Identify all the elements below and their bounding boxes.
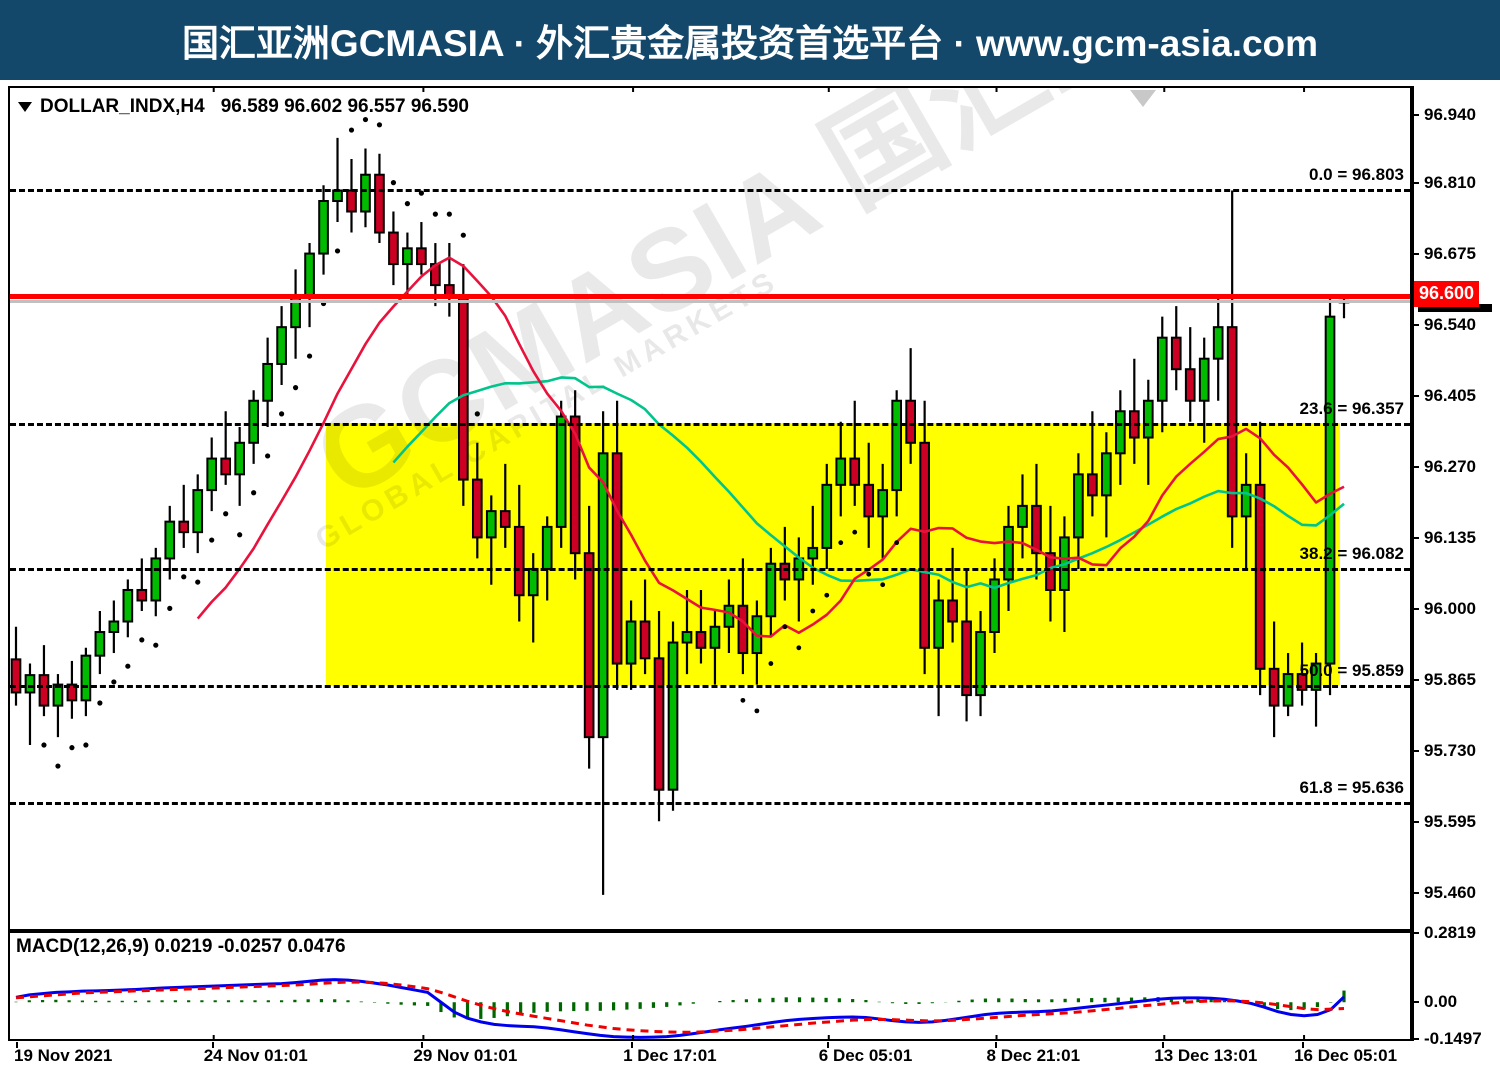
price-axis-tick <box>1412 395 1419 398</box>
price-axis-label: 96.810 <box>1424 173 1476 193</box>
time-axis-tick <box>16 1042 18 1048</box>
time-axis-label: 6 Dec 05:01 <box>818 1046 913 1065</box>
price-axis-tick <box>1412 820 1419 823</box>
price-chart-panel[interactable]: GCMASIA 国汇亚洲 GLOBAL CAPITAL MARKETS 0.0 … <box>8 86 1412 931</box>
price-axis-label: 96.270 <box>1424 457 1476 477</box>
current-price-tag: 96.600 <box>1414 280 1480 307</box>
time-axis-tick <box>826 1042 829 1048</box>
time-axis-tick <box>1162 1042 1165 1048</box>
fibonacci-label: 23.6 = 96.357 <box>1299 399 1404 419</box>
price-axis-spine <box>1412 86 1414 931</box>
price-axis-label: 95.595 <box>1424 811 1476 831</box>
fibonacci-line <box>10 685 1410 689</box>
price-axis-label: 96.135 <box>1424 528 1476 548</box>
macd-axis-label: 0.00 <box>1424 992 1458 1012</box>
symbol-label: DOLLAR_INDX,H4 <box>40 96 205 117</box>
price-axis-label: 96.940 <box>1424 104 1476 124</box>
ohlc-values: 96.589 96.602 96.557 96.590 <box>220 96 469 117</box>
time-axis-label: 8 Dec 21:01 <box>986 1046 1081 1065</box>
macd-axis-tick <box>1412 1001 1419 1004</box>
time-axis-label: 13 Dec 13:01 <box>1154 1046 1258 1065</box>
candlestick-layer <box>10 88 1350 895</box>
price-axis-label: 95.865 <box>1424 669 1476 689</box>
time-axis-label: 16 Dec 05:01 <box>1294 1046 1398 1065</box>
triangle-down-marker-icon <box>1130 90 1156 107</box>
macd-axis-tick <box>1412 932 1419 934</box>
price-axis-tick <box>1412 891 1419 894</box>
time-axis-tick <box>211 1042 214 1048</box>
time-axis-tick <box>1302 1042 1305 1048</box>
price-tag-shadow <box>1418 303 1492 312</box>
price-axis-label: 96.675 <box>1424 244 1476 264</box>
fibonacci-label: 0.0 = 96.803 <box>1308 164 1404 184</box>
macd-panel[interactable]: MACD(12,26,9) 0.0219 -0.0257 0.0476 <box>8 931 1412 1041</box>
price-axis-tick <box>1412 253 1419 256</box>
price-axis-label: 96.000 <box>1424 598 1476 618</box>
fibonacci-line <box>10 567 1410 571</box>
time-axis: 19 Nov 2021 24 Nov 01:01 29 Nov 01:01 1 Dec… <box>8 1042 1412 1071</box>
fibonacci-highlight-zone <box>326 423 1340 686</box>
price-axis: 96.940 96.810 96.675 96.540 96.405 96.270 96.1… <box>1412 86 1500 931</box>
price-axis-tick <box>1412 113 1419 116</box>
price-axis-tick <box>1412 678 1419 681</box>
macd-axis-label: 0.2819 <box>1424 923 1476 942</box>
fibonacci-label: 50.0 = 95.859 <box>1299 661 1404 681</box>
macd-axis-tick <box>1412 1038 1419 1040</box>
fibonacci-line <box>10 188 1410 192</box>
macd-plot-layer <box>14 978 1346 1039</box>
price-axis-tick <box>1412 182 1419 185</box>
fibonacci-line <box>10 423 1410 427</box>
brand-banner: 国汇亚洲GCMASIA · 外汇贵金属投资首选平台 · www.gcm-asia… <box>0 0 1500 80</box>
macd-label: MACD(12,26,9) 0.0219 -0.0257 0.0476 <box>16 936 346 957</box>
macd-axis-label: -0.1497 <box>1424 1029 1482 1048</box>
price-axis-label: 95.460 <box>1424 882 1476 902</box>
time-axis-tick <box>421 1042 424 1048</box>
time-axis-label: 29 Nov 01:01 <box>413 1046 518 1065</box>
macd-axis: 0.2819 0.00 -0.1497 <box>1412 923 1500 1048</box>
chart-symbol-header[interactable]: DOLLAR_INDX,H4 96.589 96.602 96.557 96.5… <box>18 96 469 118</box>
time-axis-tick <box>994 1042 997 1048</box>
fibonacci-line <box>10 802 1410 806</box>
macd-axis-spine <box>1412 931 1414 1041</box>
price-line-shadow <box>10 299 1410 303</box>
price-axis-tick <box>1412 466 1419 469</box>
price-axis-label: 96.405 <box>1424 386 1476 406</box>
price-axis-tick <box>1412 749 1419 752</box>
time-axis-tick <box>631 1042 634 1048</box>
price-axis-label: 96.540 <box>1424 315 1476 335</box>
current-price-line <box>10 293 1410 299</box>
price-axis-label: 95.730 <box>1424 740 1476 760</box>
fibonacci-label: 38.2 = 96.082 <box>1299 543 1404 563</box>
banner-title: 国汇亚洲GCMASIA · 外汇贵金属投资首选平台 · www.gcm-asia… <box>181 23 1319 64</box>
price-axis-tick <box>1412 324 1419 327</box>
price-axis-tick <box>1412 607 1419 610</box>
time-axis-label: 19 Nov 2021 <box>14 1046 113 1065</box>
time-axis-label: 24 Nov 01:01 <box>203 1046 308 1065</box>
triangle-down-icon[interactable] <box>18 102 32 112</box>
price-axis-tick <box>1412 537 1419 540</box>
time-axis-label: 1 Dec 17:01 <box>623 1046 717 1065</box>
fibonacci-label: 61.8 = 95.636 <box>1299 778 1404 798</box>
